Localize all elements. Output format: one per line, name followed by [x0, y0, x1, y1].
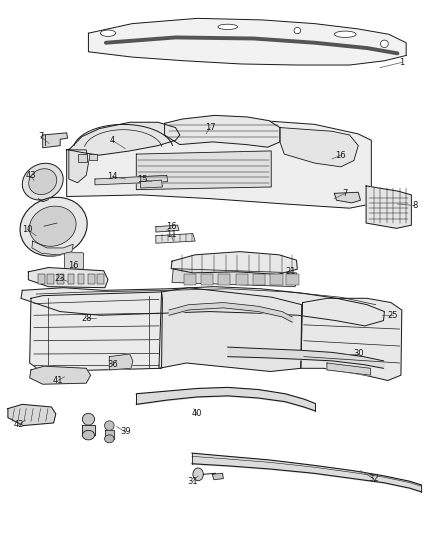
Bar [218, 274, 230, 285]
Text: 1: 1 [399, 58, 404, 67]
Polygon shape [105, 430, 114, 439]
Ellipse shape [82, 430, 95, 440]
Text: 43: 43 [26, 171, 36, 180]
Polygon shape [21, 287, 385, 326]
Text: 7: 7 [343, 189, 348, 198]
Polygon shape [172, 269, 297, 287]
Polygon shape [156, 225, 179, 232]
Text: 25: 25 [388, 311, 398, 320]
Bar [47, 274, 53, 284]
Bar [253, 274, 265, 285]
Text: 28: 28 [81, 314, 92, 323]
Polygon shape [30, 292, 162, 372]
Polygon shape [212, 473, 223, 480]
Ellipse shape [29, 169, 57, 195]
Text: 41: 41 [53, 376, 63, 385]
Polygon shape [69, 150, 88, 183]
Text: 17: 17 [205, 123, 215, 132]
Polygon shape [141, 180, 162, 188]
Polygon shape [136, 151, 271, 190]
Polygon shape [165, 115, 280, 147]
Polygon shape [95, 175, 168, 185]
Ellipse shape [29, 206, 76, 246]
Text: 15: 15 [138, 174, 148, 183]
Ellipse shape [218, 24, 237, 29]
Ellipse shape [82, 414, 95, 425]
Text: 32: 32 [368, 474, 379, 483]
Text: 23: 23 [55, 273, 65, 282]
Ellipse shape [22, 163, 63, 200]
Ellipse shape [294, 27, 300, 34]
Polygon shape [32, 241, 73, 255]
Bar [97, 274, 104, 284]
Ellipse shape [334, 31, 356, 37]
FancyBboxPatch shape [64, 253, 84, 269]
Text: 8: 8 [412, 201, 417, 210]
Bar [201, 274, 213, 285]
Polygon shape [69, 122, 180, 155]
Polygon shape [43, 133, 67, 148]
Text: 16: 16 [166, 222, 177, 231]
Bar [57, 274, 64, 284]
Ellipse shape [100, 30, 116, 36]
Polygon shape [280, 127, 358, 167]
Ellipse shape [20, 197, 87, 256]
Bar [67, 274, 74, 284]
Bar [286, 274, 299, 285]
Bar [39, 274, 45, 284]
Text: 39: 39 [120, 427, 131, 437]
Text: 4: 4 [110, 136, 115, 145]
Text: 21: 21 [286, 268, 296, 276]
Bar [78, 154, 87, 161]
Text: 11: 11 [166, 230, 177, 239]
Bar [270, 274, 283, 285]
Text: 14: 14 [107, 172, 118, 181]
Polygon shape [110, 354, 133, 370]
Text: 30: 30 [353, 350, 364, 359]
Polygon shape [67, 119, 371, 208]
Polygon shape [30, 366, 91, 384]
Circle shape [193, 468, 203, 481]
Polygon shape [171, 252, 297, 274]
Text: 40: 40 [192, 409, 202, 418]
Bar [88, 274, 95, 284]
Polygon shape [88, 18, 406, 65]
Polygon shape [334, 192, 360, 203]
Ellipse shape [381, 40, 389, 47]
Text: 31: 31 [187, 477, 198, 486]
Ellipse shape [105, 435, 114, 443]
Text: 7: 7 [38, 132, 43, 141]
Ellipse shape [105, 421, 114, 430]
Text: 42: 42 [14, 420, 24, 429]
Bar [89, 154, 97, 160]
Polygon shape [159, 288, 302, 372]
Bar [236, 274, 248, 285]
Polygon shape [82, 424, 95, 435]
Text: 16: 16 [336, 151, 346, 160]
Bar [184, 274, 196, 285]
Text: 10: 10 [22, 225, 33, 234]
Text: 36: 36 [107, 360, 118, 369]
Polygon shape [301, 298, 402, 381]
Polygon shape [28, 268, 108, 288]
Text: 16: 16 [68, 261, 78, 270]
Polygon shape [8, 405, 56, 425]
Polygon shape [327, 363, 371, 375]
Polygon shape [366, 186, 411, 228]
Bar [78, 274, 84, 284]
Polygon shape [156, 233, 195, 243]
